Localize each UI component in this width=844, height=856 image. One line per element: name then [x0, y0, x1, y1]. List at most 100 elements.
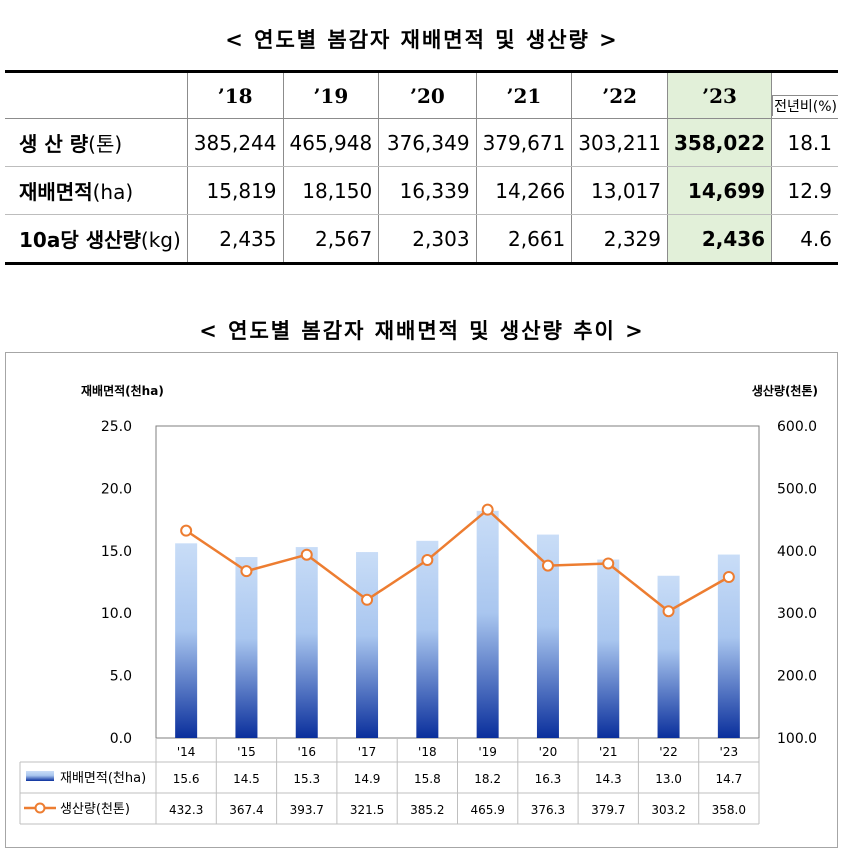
year-header: ’19	[282, 71, 379, 119]
x-tick-label: '21	[599, 745, 618, 759]
y-right-tick-label: 300.0	[777, 606, 817, 622]
y-left-tick-label: 5.0	[110, 669, 132, 685]
bar	[476, 510, 499, 738]
bar-value-label: 13.0	[655, 772, 682, 786]
x-tick-label: '17	[358, 745, 377, 759]
y-right-tick-label: 500.0	[777, 481, 817, 497]
table-cell: 15,819	[186, 166, 284, 215]
x-tick-label: '23	[720, 745, 739, 759]
line-value-label: 376.3	[531, 803, 565, 817]
table-title: < 연도별 봄감자 재배면적 및 생산량 >	[225, 27, 619, 52]
table-cell: 465,948	[282, 118, 379, 167]
bar	[536, 534, 559, 738]
y-left-tick-label: 20.0	[101, 481, 132, 497]
chart-container: 재배면적(천ha) 생산량(천톤) 0.0 5.0 10.0 15.0 20.0 25.0…	[5, 352, 838, 848]
line-value-label: 393.7	[290, 803, 324, 817]
line-value-label: 367.4	[229, 803, 263, 817]
bar	[235, 557, 258, 738]
combo-chart: 재배면적(천ha) 생산량(천톤) 0.0 5.0 10.0 15.0 20.0 25.0…	[19, 383, 818, 825]
line-value-label: 432.3	[169, 803, 203, 817]
y-right-tick-label: 400.0	[777, 544, 817, 560]
y-axis-left-label: 재배면적(천ha)	[81, 383, 164, 398]
bar-value-label: 14.3	[595, 772, 622, 786]
line-point	[300, 548, 313, 561]
row-label: 10a당 생산량(kg)	[5, 215, 187, 264]
table-cell: 14,266	[475, 166, 572, 215]
table-cell: 385,244	[186, 118, 284, 167]
table-cell: 2,435	[186, 214, 284, 264]
y-axis-right-label: 생산량(천톤)	[752, 383, 818, 398]
table-cell: 2,661	[475, 214, 572, 264]
bar-value-label: 15.3	[293, 772, 320, 786]
line-value-label: 358.0	[712, 803, 746, 817]
line-point	[240, 565, 253, 578]
table-cell-yoy: 4.6	[771, 214, 838, 264]
bar-value-label: 14.9	[354, 772, 381, 786]
year-header: ’18	[186, 71, 284, 119]
year-header: ’22	[571, 71, 668, 119]
row-label: 재배면적(ha)	[5, 166, 188, 215]
row-label-text: 10a당 생산량	[19, 228, 141, 252]
bar-value-label: 18.2	[474, 772, 501, 786]
x-tick-label: '15	[237, 745, 256, 759]
legend-line-label: 생산량(천톤)	[60, 802, 130, 817]
legend-bar-key	[26, 771, 54, 781]
legend-line-marker	[34, 802, 46, 814]
table-cell: 2,303	[378, 214, 477, 264]
row-label-text: 재배면적	[19, 180, 93, 204]
bar-value-label: 16.3	[535, 772, 562, 786]
table-cell-current: 14,699	[666, 166, 772, 215]
row-label-text: 생 산 량	[19, 132, 89, 156]
table-cell: 18,150	[282, 166, 379, 215]
x-tick-label: '14	[177, 745, 196, 759]
row-unit: (톤)	[88, 132, 123, 156]
x-tick-label: '16	[297, 745, 316, 759]
y-right-tick-label: 200.0	[777, 669, 817, 685]
line-value-label: 385.2	[410, 803, 444, 817]
table-cell: 303,211	[571, 118, 668, 167]
plot-area: 0.0 5.0 10.0 15.0 20.0 25.0 100.0 200.0 300.0 400…	[19, 419, 817, 825]
line-value-label: 321.5	[350, 803, 384, 817]
row-label: 생 산 량(톤)	[5, 118, 188, 167]
bar	[295, 547, 318, 738]
year-header: ’21	[475, 71, 572, 119]
table-cell: 376,349	[378, 118, 477, 167]
x-tick-label: '22	[659, 745, 678, 759]
table-header-row: ’18 ’19 ’20 ’21 ’22 ’23 전년비(%)	[5, 71, 838, 119]
table-row: 10a당 생산량(kg) 2,435 2,567 2,303 2,661 2,3…	[5, 214, 838, 264]
table-cell: 2,329	[571, 214, 668, 264]
line-point	[361, 593, 374, 606]
line-point	[722, 571, 735, 584]
x-tick-label: '19	[478, 745, 497, 759]
table-row: 재배면적(ha) 15,819 18,150 16,339 14,266 13,…	[5, 166, 838, 215]
table-cell-current: 2,436	[666, 214, 772, 264]
yoy-header: 전년비(%)	[772, 95, 838, 116]
corner-cell	[5, 71, 188, 119]
y-left-tick-label: 0.0	[110, 731, 132, 747]
table-cell-yoy: 18.1	[771, 118, 838, 167]
bar	[597, 559, 620, 738]
year-header-current: ’23	[666, 71, 772, 119]
y-left-tick-label: 10.0	[101, 606, 132, 622]
table-cell: 379,671	[475, 118, 572, 167]
bar-value-label: 15.8	[414, 772, 441, 786]
line-point	[541, 559, 554, 572]
bar	[175, 543, 198, 738]
bar	[356, 552, 379, 738]
row-unit: (ha)	[92, 180, 134, 204]
bar	[416, 540, 439, 738]
table-cell: 16,339	[378, 166, 477, 215]
line-point	[481, 503, 494, 516]
line-point	[180, 524, 193, 537]
line-value-label: 465.9	[470, 803, 504, 817]
bar-value-label: 14.5	[233, 772, 260, 786]
table-cell-yoy: 12.9	[771, 166, 838, 215]
line-value-label: 379.7	[591, 803, 625, 817]
legend-bar-label: 재배면적(천ha)	[60, 771, 146, 786]
x-tick-label: '20	[539, 745, 558, 759]
chart-title: < 연도별 봄감자 재배면적 및 생산량 추이 >	[199, 318, 645, 343]
production-line	[185, 508, 730, 613]
bar-value-label: 15.6	[173, 772, 200, 786]
line-value-label: 303.2	[651, 803, 685, 817]
table-cell-current: 358,022	[666, 118, 772, 167]
